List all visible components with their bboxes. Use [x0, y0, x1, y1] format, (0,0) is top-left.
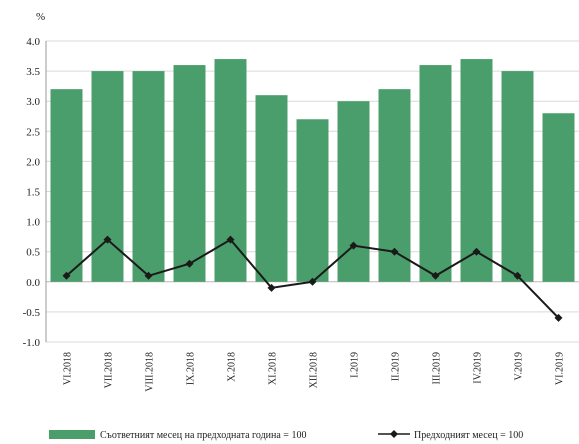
x-tick-label: IV.2019	[473, 352, 484, 384]
x-axis-ticks: VI.2018 VII.2018 VIII.2018 IX.2018 X.2018 XI.…	[63, 352, 566, 392]
x-tick-label: VIII.2018	[145, 352, 156, 392]
y-tick-label: 4.0	[26, 36, 40, 48]
bar	[296, 119, 329, 282]
line-point	[308, 277, 317, 286]
line-point	[472, 247, 481, 256]
y-tick-label: 0.5	[26, 247, 40, 259]
line-point	[390, 247, 399, 256]
line-point	[554, 313, 563, 322]
bar-series	[50, 59, 575, 282]
bar	[173, 65, 206, 282]
line-point	[349, 241, 358, 250]
y-axis-unit: %	[36, 11, 45, 23]
x-tick-label: I.2019	[350, 352, 361, 378]
y-tick-label: 2.5	[26, 126, 40, 138]
y-tick-label: 2.0	[26, 156, 40, 168]
y-tick-label: 3.5	[26, 66, 40, 78]
line-point	[144, 271, 153, 280]
line-series	[62, 235, 563, 322]
bar	[337, 101, 370, 282]
x-tick-label: V.2019	[514, 352, 525, 380]
legend: Съответният месец на предходната година …	[49, 430, 523, 441]
legend-line-marker	[390, 430, 398, 438]
bar	[214, 59, 247, 282]
line-point	[431, 271, 440, 280]
bar	[460, 59, 493, 282]
bar	[255, 95, 288, 282]
line-point	[103, 235, 112, 244]
bar	[501, 71, 534, 282]
line-point	[185, 259, 194, 268]
x-tick-label: XII.2018	[309, 352, 320, 388]
bar	[50, 89, 83, 282]
line-point	[267, 283, 276, 292]
y-tick-label: -1.0	[23, 337, 41, 349]
y-axis-ticks: 4.0 3.5 3.0 2.5 2.0 1.5 1.0 0.5 0.0 -0.5 -1.0	[23, 36, 41, 349]
x-tick-label: IX.2018	[186, 352, 197, 385]
y-tick-label: 1.5	[26, 187, 40, 199]
x-tick-label: XI.2018	[268, 352, 279, 385]
x-tick-label: X.2018	[227, 352, 238, 382]
bar	[542, 113, 575, 282]
y-tick-label: 0.0	[26, 277, 40, 289]
x-tick-label: VI.2018	[63, 352, 74, 385]
legend-bar-swatch	[49, 430, 95, 439]
y-tick-label: -0.5	[23, 307, 41, 319]
bar	[91, 71, 124, 282]
y-tick-label: 1.0	[26, 217, 40, 229]
x-tick-label: II.2019	[391, 352, 402, 381]
line-point	[226, 235, 235, 244]
x-tick-label: VI.2019	[555, 352, 566, 385]
bar	[419, 65, 452, 282]
legend-bar-label: Съответният месец на предходната година …	[100, 430, 306, 441]
x-tick-label: VII.2018	[104, 352, 115, 388]
y-tick-label: 3.0	[26, 96, 40, 108]
line-point	[513, 271, 522, 280]
line-point	[62, 271, 71, 280]
x-tick-label: III.2019	[432, 352, 443, 385]
legend-line-label: Предходният месец = 100	[414, 430, 523, 441]
bar	[132, 71, 165, 282]
